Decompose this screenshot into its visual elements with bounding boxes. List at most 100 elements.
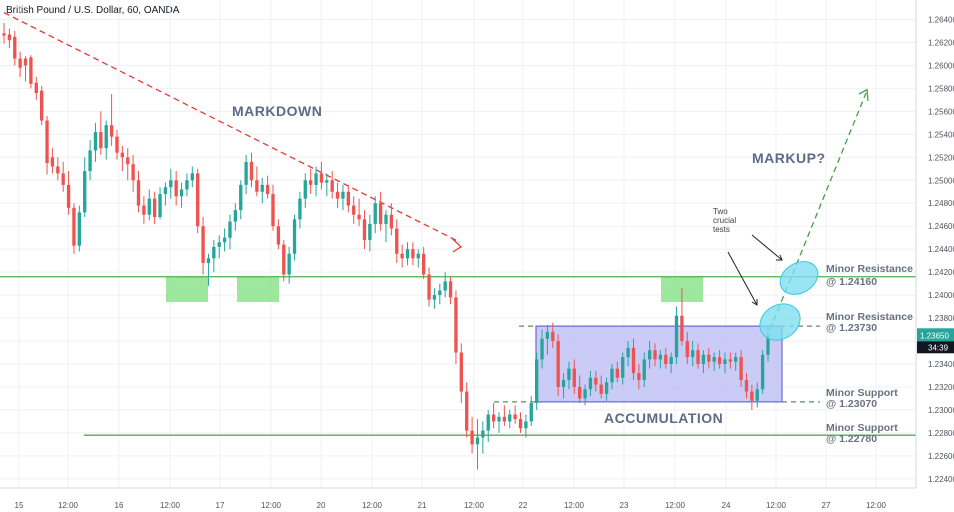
- current-price-label: 1.23650: [920, 331, 949, 340]
- candle-body: [255, 180, 259, 192]
- candle-body: [190, 173, 194, 181]
- candle-body: [540, 338, 544, 360]
- level-label-name: Minor Support: [826, 387, 898, 399]
- candle-body: [56, 166, 60, 174]
- candle-body: [556, 341, 560, 387]
- candle-body: [626, 347, 630, 358]
- candle-body: [61, 173, 65, 185]
- candle-body: [674, 315, 679, 358]
- candle-body: [18, 58, 22, 68]
- candle-body: [126, 157, 130, 165]
- candle-body: [502, 416, 507, 422]
- candle-body: [669, 357, 673, 364]
- candle-body: [292, 219, 297, 254]
- level-label-name: Minor Resistance: [826, 311, 913, 323]
- level-label-name: Minor Resistance: [826, 263, 913, 275]
- candle-body: [734, 357, 738, 362]
- candle-body: [653, 350, 657, 360]
- x-tick-label: 15: [15, 501, 24, 510]
- candle-body: [664, 354, 668, 364]
- candle-body: [728, 359, 733, 362]
- x-tick-label: 12:00: [665, 501, 686, 510]
- candle-body: [325, 180, 329, 183]
- candle-body: [158, 194, 162, 218]
- candle-body: [647, 350, 652, 360]
- x-tick-label: 23: [620, 501, 629, 510]
- x-tick-label: 17: [216, 501, 225, 510]
- candle-body: [303, 180, 307, 199]
- candle-body: [411, 249, 415, 259]
- candle-body: [427, 274, 431, 300]
- candle-body: [271, 194, 275, 227]
- candle-body: [384, 214, 388, 224]
- callout-arrowhead-1: [751, 299, 758, 306]
- candle-body: [352, 205, 356, 215]
- candle-body: [83, 171, 87, 213]
- y-tick-label: 1.25400: [928, 130, 954, 139]
- chart-grid: [0, 0, 916, 488]
- candle-body: [93, 132, 98, 151]
- candle-body: [395, 228, 399, 254]
- candle-body: [373, 203, 377, 224]
- x-tick-label: 12:00: [58, 501, 79, 510]
- candle-body: [50, 157, 55, 167]
- candle-body: [217, 242, 221, 247]
- candle-body: [196, 173, 200, 227]
- candle-body: [696, 350, 700, 364]
- y-tick-label: 1.24400: [928, 245, 954, 254]
- test-ellipse-1: [759, 303, 801, 341]
- demand-zone: [237, 276, 279, 302]
- annotation-line: tests: [713, 225, 730, 234]
- x-tick-label: 24: [722, 501, 731, 510]
- candle-body: [744, 380, 749, 392]
- candle-body: [594, 377, 598, 385]
- candle-body: [212, 246, 216, 259]
- price-axis: 1.26400 1.26200 1.26000 1.25800 1.25600 1.254…: [915, 0, 954, 488]
- candle-body: [7, 34, 12, 41]
- candle-body: [335, 191, 340, 199]
- candle-body: [470, 430, 474, 445]
- candle-body: [244, 161, 248, 185]
- candle-body: [282, 244, 286, 275]
- candle-body: [621, 357, 625, 378]
- candle-body: [309, 180, 313, 185]
- candle-body: [680, 315, 684, 342]
- y-tick-label: 1.23200: [928, 383, 954, 392]
- candle-body: [13, 36, 17, 59]
- phase-label-accumulation: ACCUMULATION: [604, 410, 723, 426]
- candle-body: [346, 191, 351, 206]
- candle-body: [717, 357, 722, 364]
- candle-body: [475, 437, 480, 445]
- candle-body: [249, 161, 254, 181]
- level-label-value: @ 1.23070: [826, 398, 877, 410]
- candle-body: [642, 359, 646, 381]
- candle-body: [109, 125, 114, 137]
- candle-body: [421, 253, 426, 275]
- candle-body: [72, 207, 76, 246]
- candle-body: [287, 253, 291, 275]
- candle-body: [491, 414, 496, 422]
- candle-body: [341, 191, 345, 199]
- test-ellipse-2: [779, 261, 819, 295]
- candle-body: [276, 226, 281, 245]
- y-tick-label: 1.24200: [928, 268, 954, 277]
- candle-body: [465, 391, 469, 431]
- candle-body: [228, 221, 232, 238]
- candle-body: [513, 414, 517, 420]
- candle-body: [222, 237, 227, 243]
- candle-body: [185, 180, 189, 190]
- y-tick-label: 1.22800: [928, 429, 954, 438]
- time-axis: 15 12:00 16 12:00 17 12:00 20 12:00 21 12:00 22 12:…: [0, 487, 916, 510]
- candle-body: [29, 57, 33, 84]
- candle-body: [298, 198, 302, 220]
- candle-body: [104, 125, 108, 149]
- y-tick-label: 1.26400: [928, 16, 954, 25]
- candle-body: [319, 173, 324, 183]
- candle-body: [760, 354, 765, 390]
- candle-body: [448, 281, 453, 298]
- candle-body: [23, 58, 28, 66]
- x-tick-label: 21: [418, 501, 427, 510]
- candle-body: [508, 414, 512, 422]
- candle-body: [701, 354, 706, 364]
